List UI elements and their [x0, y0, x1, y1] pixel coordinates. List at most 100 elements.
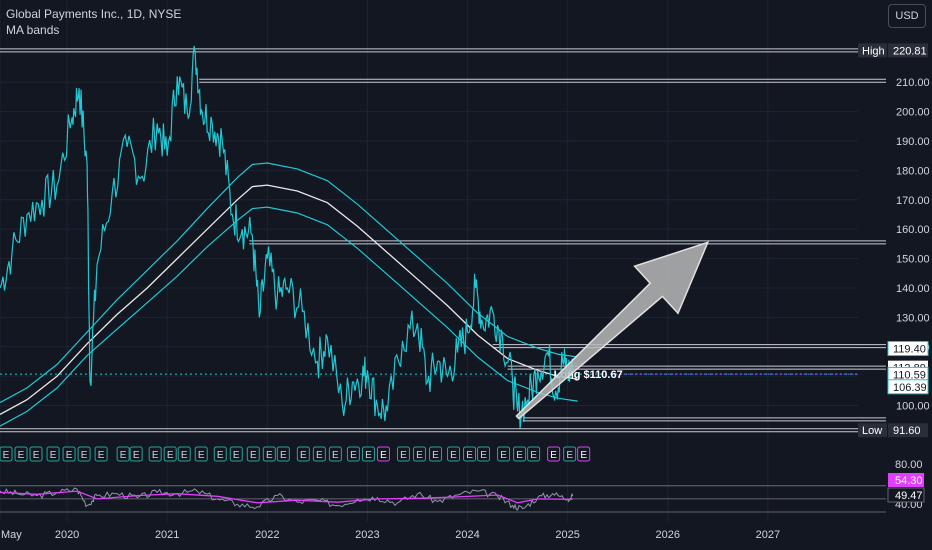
earnings-marker: [229, 446, 243, 462]
earnings-letter: E: [566, 450, 573, 461]
x-tick-label: 2021: [155, 529, 179, 541]
x-tick-label: 2022: [255, 529, 279, 541]
price-label-box: [888, 43, 928, 58]
earnings-marker: [463, 446, 477, 462]
x-tick-label: May: [1, 529, 22, 541]
y-tick-label: 100.00: [896, 401, 930, 413]
earnings-marker: [412, 446, 426, 462]
earnings-marker: [447, 446, 461, 462]
price-label-tag-box: [858, 43, 887, 58]
price-label-value: 91.60: [893, 425, 921, 437]
arrow-shape: [515, 241, 710, 420]
earnings-letter: E: [300, 450, 307, 461]
earnings-letter: E: [516, 450, 523, 461]
x-axis: May 2020 2021 2022 2023 2024 2025 2026 2027: [1, 529, 780, 541]
earnings-letter: E: [466, 450, 473, 461]
earnings-letter: E: [400, 450, 407, 461]
earnings-letter: E: [120, 450, 127, 461]
earnings-letter: E: [50, 450, 57, 461]
earnings-letter: E: [350, 450, 357, 461]
earnings-marker: [296, 446, 310, 462]
earnings-letter: E: [416, 450, 423, 461]
earnings-letter: E: [66, 450, 73, 461]
indicator-name: MA bands: [6, 23, 60, 37]
earnings-marker: [346, 446, 360, 462]
earnings-marker: [194, 446, 208, 462]
earnings-letter: E: [233, 450, 240, 461]
earnings-letter: E: [152, 450, 159, 461]
rsi-axis-label-top: 80.00: [895, 459, 923, 471]
earnings-letter: E: [530, 450, 537, 461]
grid-lines: [0, 0, 858, 522]
earnings-marker: [527, 446, 541, 462]
x-tick-label: 2026: [656, 529, 680, 541]
price-labels: 220.81High119.40112.89110.67110.59106.39…: [858, 43, 929, 438]
earnings-marker: [563, 446, 577, 462]
earnings-marker: [148, 446, 162, 462]
price-label-box: [887, 341, 929, 357]
earnings-marker: [361, 446, 375, 462]
price-line: [0, 45, 574, 429]
earnings-marker: [276, 446, 290, 462]
earnings-letter: E: [580, 450, 587, 461]
earnings-marker: [513, 446, 527, 462]
earnings-marker: [429, 446, 443, 462]
earnings-letter: E: [81, 450, 88, 461]
earnings-letter: E: [167, 450, 174, 461]
earnings-letter: E: [198, 450, 205, 461]
y-tick-label: 210.00: [896, 77, 930, 89]
earnings-letter: E: [316, 450, 323, 461]
x-tick-label: 2027: [756, 529, 780, 541]
currency-button[interactable]: USD: [888, 4, 926, 28]
earnings-marker: [213, 446, 227, 462]
earnings-marker: [77, 446, 91, 462]
earnings-letter: E: [550, 450, 557, 461]
earnings-marker: [262, 446, 276, 462]
earnings-letter: E: [266, 450, 273, 461]
x-tick-label: 2020: [55, 529, 79, 541]
rsi-ma-label: 49.47: [895, 490, 923, 502]
rsi-value-tag: [888, 473, 924, 487]
earnings-letter: E: [18, 450, 25, 461]
price-label-value: 106.39: [893, 382, 927, 394]
price-label-box: [888, 423, 928, 438]
y-tick-label: 190.00: [896, 136, 930, 148]
y-tick-label: 160.00: [896, 224, 930, 236]
earnings-letter: E: [365, 450, 372, 461]
earnings-marker: [29, 446, 43, 462]
y-axis: 100.00110.00120.00130.00140.00150.00160.…: [896, 77, 930, 412]
earnings-marker: [177, 446, 191, 462]
y-tick-label: 150.00: [896, 254, 930, 266]
earnings-marker: [246, 446, 260, 462]
y-tick-label: 170.00: [896, 195, 930, 207]
rsi-value-label: 54.30: [895, 475, 923, 487]
price-label-value: 119.40: [893, 344, 926, 356]
earnings-letter: E: [432, 450, 439, 461]
earnings-letter: E: [280, 450, 287, 461]
ma-bands: [0, 162, 578, 427]
earnings-letter: E: [217, 450, 224, 461]
earnings-letter: E: [500, 450, 507, 461]
price-series: [0, 45, 574, 429]
y-tick-label: 200.00: [896, 107, 930, 119]
earnings-letter: E: [3, 450, 10, 461]
earnings-marker: [497, 446, 511, 462]
chart-title: Global Payments Inc., 1D, NYSE: [6, 7, 182, 21]
earnings-marker: [116, 446, 130, 462]
earnings-letter: E: [33, 450, 40, 461]
earnings-marker: [328, 446, 342, 462]
earnings-marker: [312, 446, 326, 462]
earnings-marker: [0, 446, 13, 462]
price-label-tag: High: [862, 45, 885, 57]
y-tick-label: 130.00: [896, 312, 930, 324]
horizontal-levels: [0, 48, 886, 433]
earnings-marker: [62, 446, 76, 462]
ma-upper-band: [0, 162, 578, 404]
earnings-letter: E: [181, 450, 188, 461]
rsi-ma-line: [0, 490, 573, 504]
earnings-marker: [14, 446, 28, 462]
earnings-marker: [477, 446, 491, 462]
